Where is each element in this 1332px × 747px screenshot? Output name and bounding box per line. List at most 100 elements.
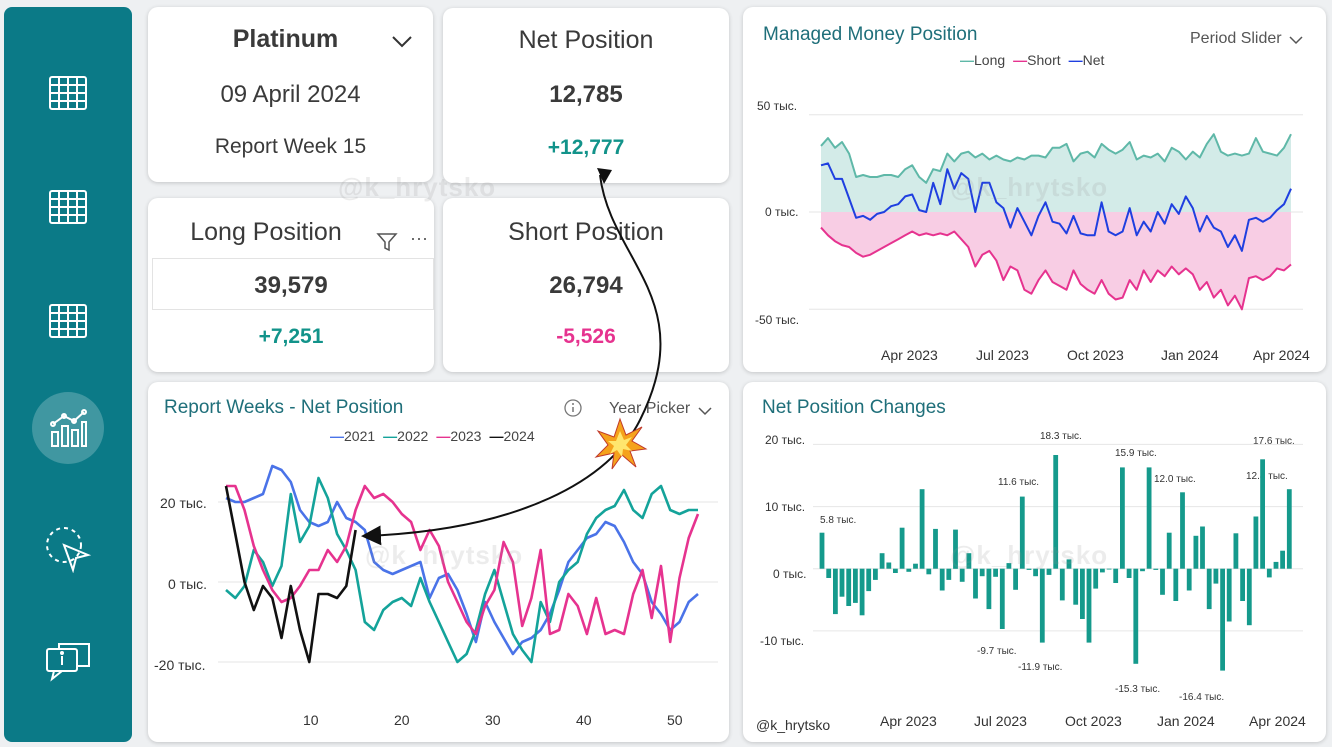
long-position-title: Long Position bbox=[190, 218, 342, 246]
net-changes-title: Net Position Changes bbox=[762, 397, 946, 418]
x-axis-label: Apr 2023 bbox=[881, 347, 938, 363]
y-axis-label: 0 тыс. bbox=[765, 205, 799, 219]
bar bbox=[946, 568, 952, 580]
period-slider[interactable]: Period Slider bbox=[1190, 30, 1282, 47]
report-week: Report Week 15 bbox=[214, 135, 367, 158]
watermark: @k_hrytsko bbox=[950, 540, 1109, 570]
bar bbox=[1059, 568, 1065, 601]
bar-annotation: 17.6 тыс. bbox=[1253, 436, 1295, 447]
bar bbox=[853, 568, 858, 603]
bar bbox=[886, 562, 892, 569]
y-axis-label: -10 тыс. bbox=[760, 634, 805, 648]
bar bbox=[933, 528, 938, 569]
bar bbox=[899, 527, 905, 569]
x-axis-label: Apr 2023 bbox=[880, 713, 937, 729]
bar bbox=[1220, 568, 1225, 671]
short-position-title: Short Position bbox=[508, 218, 664, 246]
bar bbox=[846, 568, 852, 606]
bar bbox=[1120, 467, 1125, 569]
bar bbox=[1039, 568, 1045, 643]
filter-icon[interactable] bbox=[376, 232, 398, 252]
commodity-select[interactable]: Platinum bbox=[232, 25, 339, 53]
bar-annotation: -15.3 тыс. bbox=[1115, 684, 1161, 695]
report-date: 09 April 2024 bbox=[220, 81, 361, 108]
bar bbox=[1266, 568, 1272, 578]
bar bbox=[1160, 568, 1165, 595]
bar bbox=[1106, 568, 1112, 570]
x-axis-label: Apr 2024 bbox=[1249, 713, 1306, 729]
net-position-delta: +12,777 bbox=[547, 136, 625, 159]
y-axis-label: -20 тыс. bbox=[154, 657, 206, 673]
x-axis-label: 20 bbox=[394, 712, 410, 728]
bar bbox=[1053, 455, 1059, 569]
area-short bbox=[821, 212, 1291, 310]
series-2023 bbox=[226, 484, 700, 644]
bar bbox=[1093, 568, 1099, 589]
mm-legend: —Long —Short —Net bbox=[960, 52, 1104, 68]
bar bbox=[1080, 568, 1085, 619]
sidebar bbox=[4, 7, 132, 742]
more-options-icon[interactable]: ··· bbox=[410, 228, 428, 248]
bar bbox=[1226, 568, 1232, 622]
chevron-down-icon[interactable] bbox=[698, 406, 712, 416]
bar bbox=[839, 568, 845, 597]
bar-annotation: -16.4 тыс. bbox=[1179, 692, 1225, 703]
bar bbox=[866, 568, 872, 592]
bar-annotation: -9.7 тыс. bbox=[977, 646, 1017, 657]
x-axis-label: 50 bbox=[667, 712, 683, 728]
x-axis-label: Oct 2023 bbox=[1065, 713, 1122, 729]
x-axis-label: 30 bbox=[485, 712, 501, 728]
info-chat-icon[interactable] bbox=[4, 627, 132, 699]
bar bbox=[1026, 568, 1032, 570]
bar-annotation: 18.3 тыс. bbox=[1040, 431, 1082, 442]
bar bbox=[1273, 561, 1279, 569]
bar bbox=[833, 568, 838, 615]
bar bbox=[1253, 516, 1259, 569]
series-net bbox=[820, 162, 1292, 252]
chart-icon[interactable] bbox=[4, 392, 132, 464]
commodity-card: Platinum 09 April 2024 Report Week 15 bbox=[148, 7, 433, 182]
legend-net[interactable]: —Net bbox=[1068, 52, 1105, 68]
short-position-card: Short Position 26,794 -5,526 bbox=[443, 198, 729, 372]
bar bbox=[1200, 526, 1205, 569]
bar bbox=[1113, 568, 1119, 583]
net-position-value: 12,785 bbox=[549, 81, 623, 108]
table-icon[interactable] bbox=[4, 57, 132, 129]
x-axis-label: 40 bbox=[576, 712, 592, 728]
chevron-down-icon[interactable] bbox=[1289, 35, 1303, 45]
bar bbox=[1206, 568, 1212, 610]
bar bbox=[993, 568, 998, 577]
bar bbox=[1073, 568, 1079, 605]
legend-long[interactable]: —Long bbox=[960, 52, 1006, 68]
report-weeks-title: Report Weeks - Net Position bbox=[164, 397, 404, 418]
bar-annotation: 15.9 тыс. bbox=[1115, 448, 1157, 459]
bar bbox=[1233, 533, 1239, 569]
table-icon[interactable] bbox=[4, 285, 132, 357]
bar bbox=[973, 568, 978, 599]
watermark: @k_hrytsko bbox=[365, 540, 524, 570]
bar bbox=[1260, 459, 1265, 569]
legend-short[interactable]: —Short bbox=[1013, 52, 1061, 68]
bar bbox=[1240, 568, 1245, 601]
y-axis-label: 20 тыс. bbox=[765, 433, 806, 447]
author-label: @k_hrytsko bbox=[756, 717, 831, 733]
bar bbox=[959, 568, 965, 582]
bar bbox=[893, 568, 898, 573]
cursor-icon[interactable] bbox=[4, 513, 132, 585]
bar bbox=[953, 529, 958, 569]
bar bbox=[1126, 568, 1132, 578]
bar bbox=[1033, 568, 1038, 577]
y-axis-label: -50 тыс. bbox=[755, 313, 800, 327]
table-icon[interactable] bbox=[4, 171, 132, 243]
y-axis-label: 50 тыс. bbox=[757, 99, 798, 113]
watermark: @k_hrytsko bbox=[950, 172, 1109, 202]
bar bbox=[1173, 568, 1179, 601]
net-changes-chart bbox=[813, 443, 1303, 671]
bar bbox=[1153, 568, 1159, 570]
x-axis-label: Jul 2023 bbox=[976, 347, 1029, 363]
bar bbox=[1086, 568, 1092, 643]
chevron-down-icon[interactable] bbox=[391, 35, 413, 49]
bar-annotation: 12.8 тыс. bbox=[1246, 471, 1288, 482]
long-position-delta: +7,251 bbox=[258, 325, 324, 348]
bar bbox=[986, 568, 992, 610]
